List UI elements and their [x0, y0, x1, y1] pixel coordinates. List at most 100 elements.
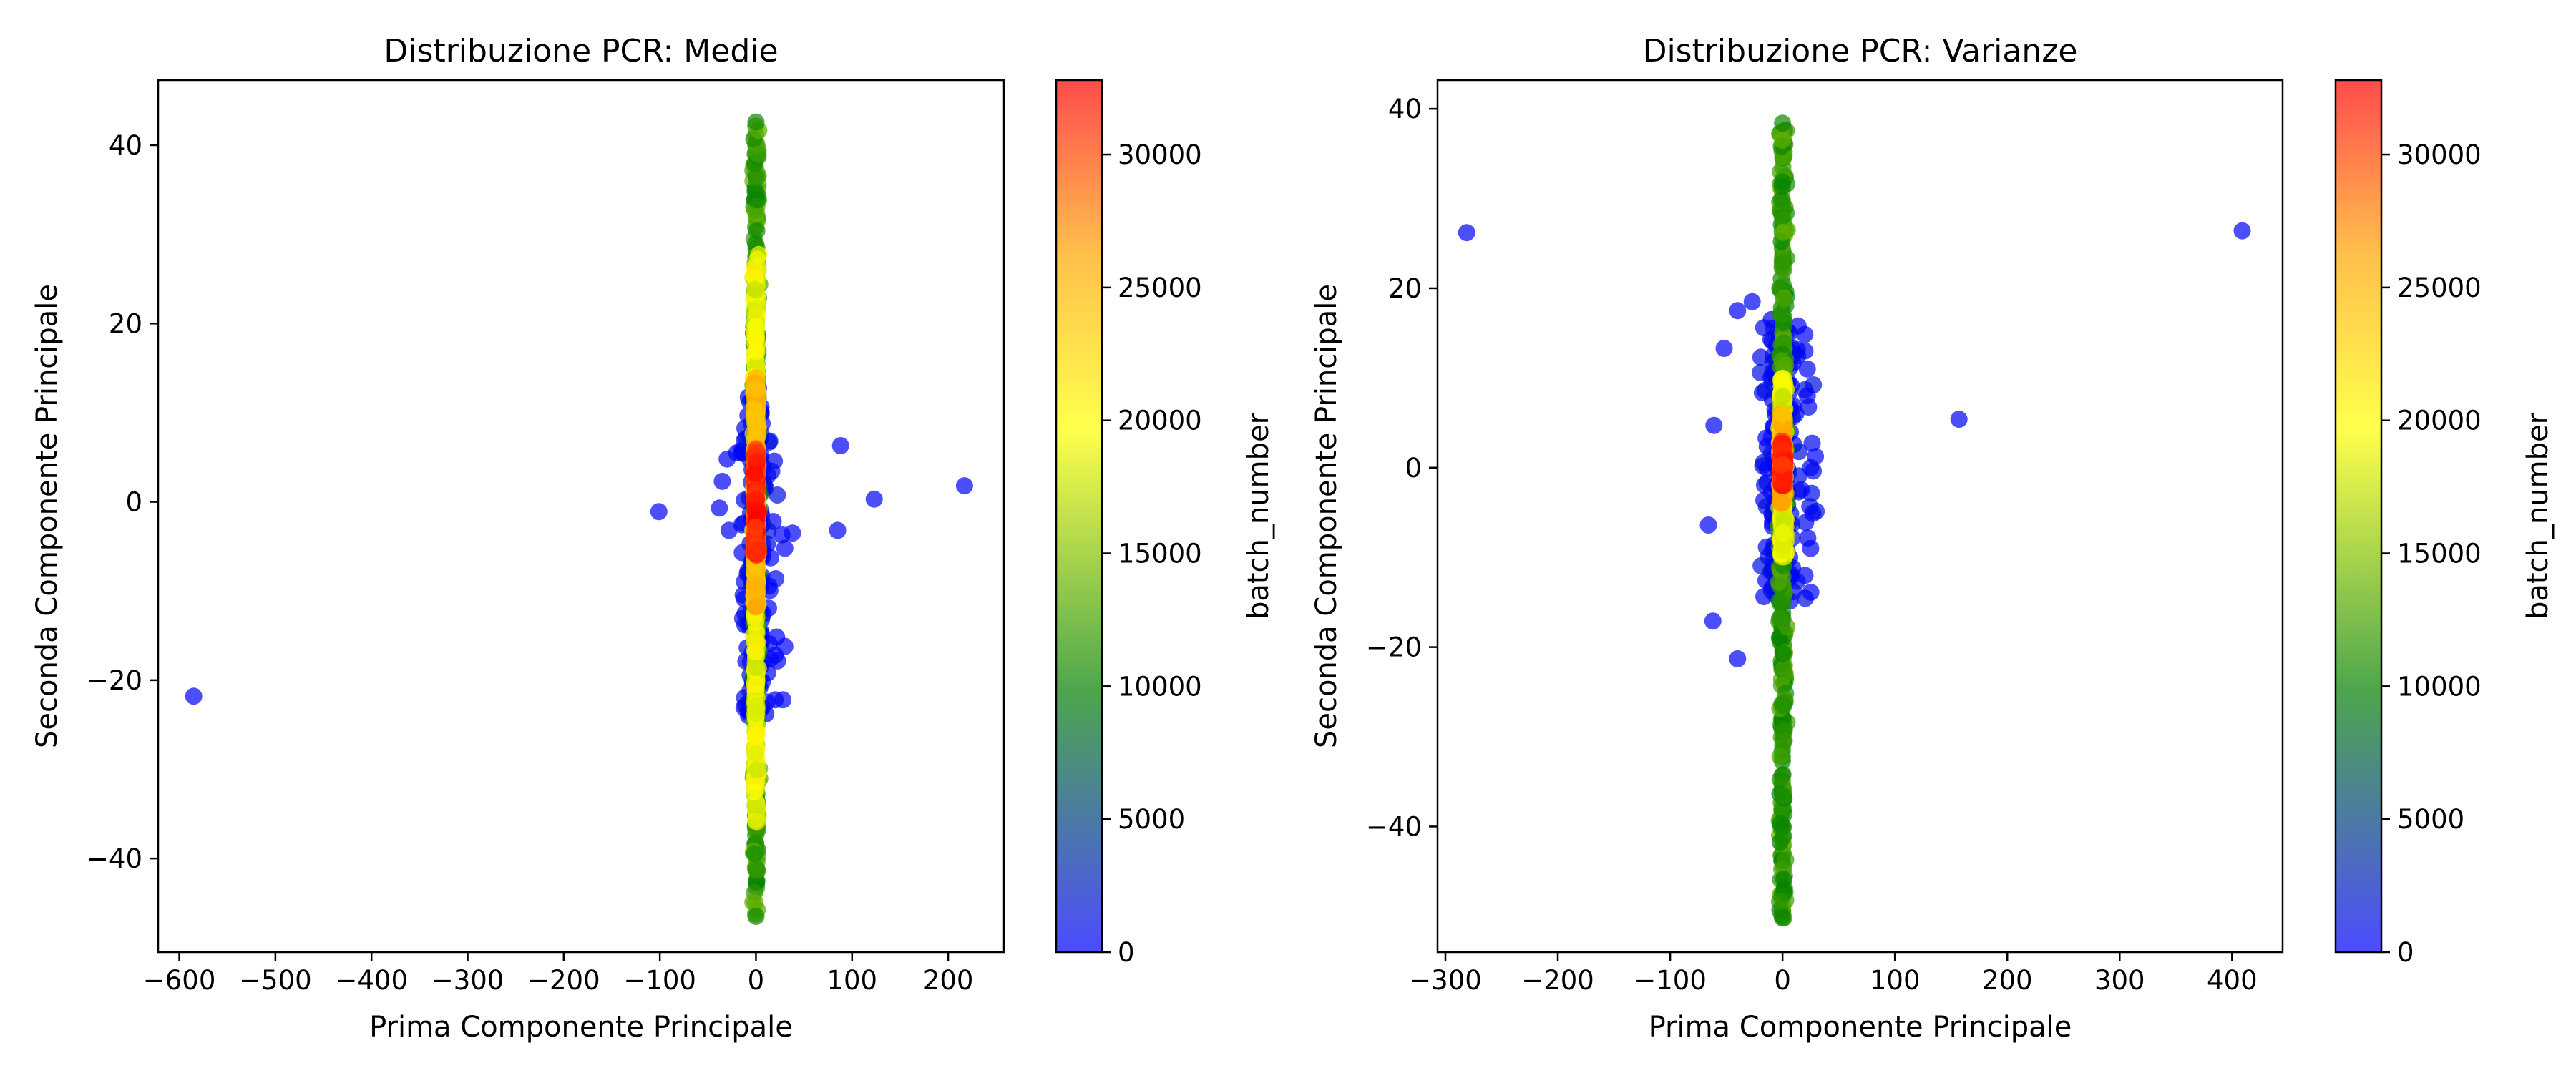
- scatter-point: [748, 675, 765, 693]
- scatter-point: [774, 691, 792, 709]
- scatter-point: [1773, 438, 1790, 456]
- scatter-point: [1756, 381, 1774, 399]
- colorbar: 0 5000 10000 15000 20000 25000 30000 batch_numb…: [1055, 79, 1275, 968]
- x-tick-label: −400: [335, 965, 408, 996]
- y-axis-label: Seconda Componente Principale: [31, 284, 64, 748]
- scatter-point: [1798, 387, 1816, 405]
- scatter-point: [748, 452, 766, 470]
- scatter-point: [1772, 493, 1790, 511]
- scatter-point: [747, 614, 764, 632]
- colorbar-frame: [1055, 79, 1103, 954]
- scatter-point: [1729, 302, 1747, 320]
- scatter-point: [1798, 360, 1816, 378]
- scatter-point: [746, 845, 763, 863]
- y-tick-label: −20: [1366, 632, 1422, 663]
- scatter-point: [748, 659, 765, 677]
- scatter-point: [748, 413, 766, 431]
- y-tick-label: −40: [1366, 811, 1422, 842]
- scatter-point: [1802, 539, 1820, 557]
- colorbar-tick-label: 5000: [1118, 804, 1185, 835]
- scatter-point: [748, 343, 766, 361]
- scatter-point: [1774, 909, 1792, 927]
- scatter-point: [1770, 592, 1788, 610]
- scatter-point: [748, 813, 766, 831]
- scatter-point: [711, 499, 728, 517]
- scatter-point: [747, 381, 764, 399]
- scatter-points: [185, 113, 973, 926]
- y-axis-label: Seconda Componente Principale: [1310, 284, 1343, 748]
- x-axis-label: Prima Componente Principale: [369, 1011, 793, 1044]
- scatter-point: [1803, 434, 1821, 452]
- scatter-point: [1774, 114, 1792, 132]
- colorbar-tick-label: 30000: [2397, 139, 2482, 170]
- scatter-point: [1715, 340, 1733, 357]
- scatter-point: [748, 861, 766, 879]
- scatter-point: [745, 301, 763, 319]
- scatter-point: [746, 280, 764, 298]
- scatter-point: [748, 191, 766, 209]
- scatter-point: [1772, 190, 1790, 208]
- colorbar-tick-label: 10000: [2397, 671, 2482, 702]
- scatter-point: [1775, 660, 1793, 677]
- scatter-point: [748, 585, 766, 602]
- scatter-point: [185, 687, 203, 705]
- scatter-point: [650, 503, 668, 521]
- scatter-points: [1458, 114, 2251, 927]
- plot-frame: [157, 79, 1005, 954]
- colorbar-tick-label: 10000: [1118, 671, 1202, 702]
- scatter-point: [1774, 645, 1792, 662]
- scatter-point: [748, 222, 766, 240]
- scatter-point: [1770, 609, 1788, 627]
- scatter-point: [1774, 388, 1792, 406]
- scatter-point: [748, 318, 765, 335]
- scatter-point: [1774, 536, 1792, 554]
- x-tick-label: 0: [748, 965, 765, 996]
- scatter-point: [1796, 567, 1814, 584]
- scatter-point: [1790, 443, 1807, 461]
- y-tick-label: 0: [1405, 453, 1422, 484]
- scatter-point: [1775, 787, 1792, 805]
- scatter-point: [773, 526, 791, 544]
- y-tick-label: 40: [1388, 94, 1422, 124]
- scatter-point: [1773, 178, 1791, 195]
- scatter-point: [1777, 851, 1795, 868]
- scatter-point: [1755, 476, 1773, 494]
- scatter-point: [1729, 650, 1747, 667]
- scatter-point: [1704, 612, 1722, 630]
- x-tick-label: −300: [1409, 965, 1482, 996]
- colorbar-label: batch_number: [1242, 412, 1275, 619]
- x-tick-label: −600: [143, 965, 216, 996]
- scatter-point: [747, 908, 765, 926]
- x-tick-label: −300: [431, 965, 504, 996]
- x-tick-label: −100: [1634, 965, 1707, 996]
- colorbar-gradient: [2336, 80, 2381, 952]
- scatter-point: [1792, 481, 1810, 499]
- scatter-point: [1743, 293, 1761, 310]
- scatter-point: [748, 761, 766, 779]
- colorbar-frame: [2334, 79, 2383, 954]
- scatter-point: [1773, 406, 1791, 423]
- scatter-point: [748, 725, 766, 743]
- scatter-point: [1802, 583, 1820, 601]
- scatter-point: [829, 521, 847, 539]
- x-tick-label: −500: [239, 965, 312, 996]
- x-tick-label: −200: [1521, 965, 1594, 996]
- scatter-point: [750, 245, 768, 263]
- scatter-point: [1773, 306, 1791, 323]
- scatter-point: [1770, 574, 1787, 592]
- colorbar-tick-label: 25000: [2397, 273, 2482, 303]
- scatter-point: [1950, 411, 1968, 428]
- colorbar-gradient: [1056, 80, 1102, 952]
- x-axis-label: Prima Componente Principale: [1649, 1011, 2072, 1044]
- scatter-point: [749, 146, 767, 163]
- scatter-point: [1804, 504, 1822, 522]
- scatter-point: [746, 518, 764, 536]
- scatter-point: [748, 634, 766, 651]
- scatter-point: [746, 745, 764, 763]
- scatter-point: [1771, 893, 1788, 911]
- x-tick-label: 0: [1774, 965, 1791, 996]
- scatter-point: [745, 400, 763, 418]
- scatter-point: [1699, 516, 1717, 534]
- x-tick-label: 400: [2207, 965, 2258, 996]
- scatter-point: [1773, 208, 1791, 225]
